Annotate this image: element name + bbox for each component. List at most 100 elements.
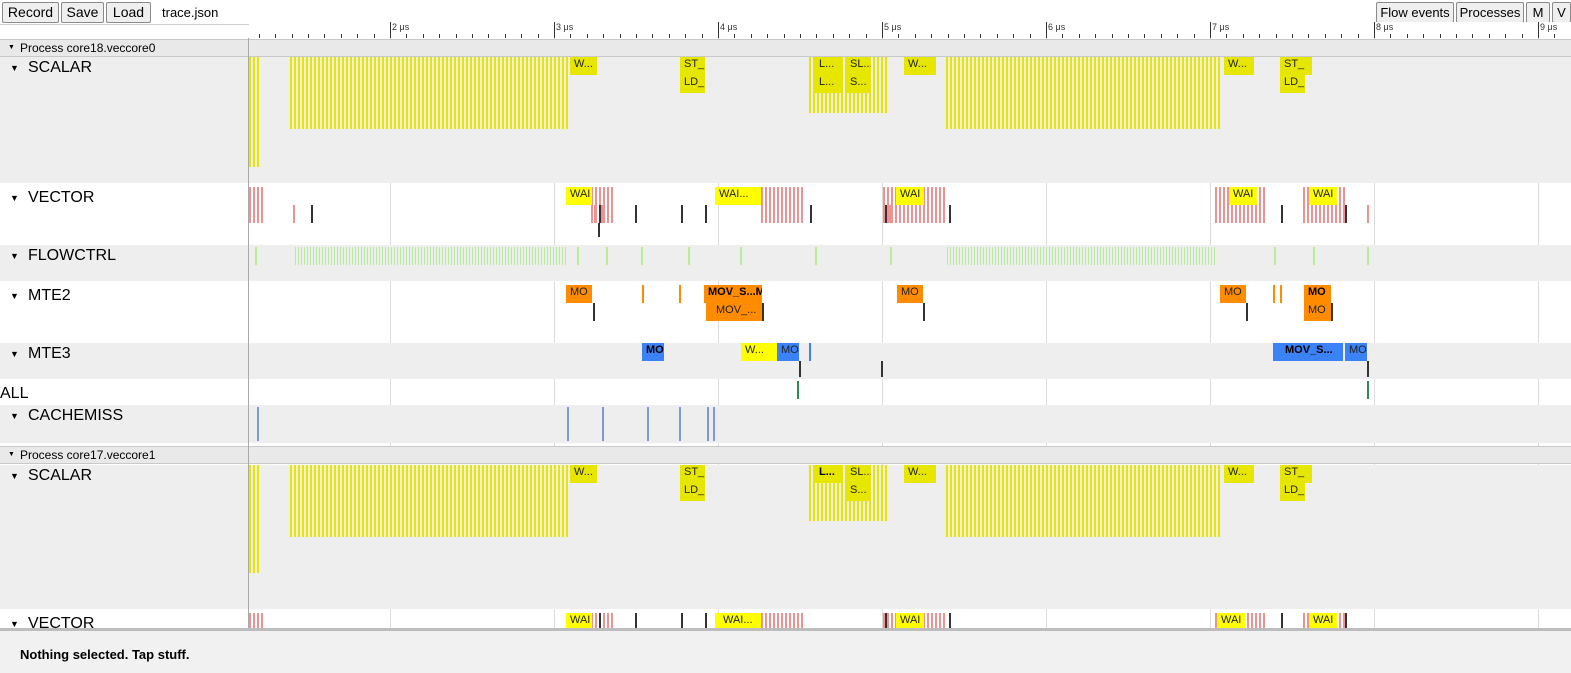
slice[interactable]: ST_ <box>1280 465 1312 483</box>
event-mark[interactable] <box>707 407 709 441</box>
slice[interactable]: MO <box>566 285 592 303</box>
slice[interactable]: ST_ <box>680 57 705 75</box>
slice[interactable]: W... <box>904 465 936 483</box>
event-mark[interactable] <box>598 223 600 237</box>
slice[interactable]: WAI <box>896 613 924 628</box>
collapse-triangle-icon[interactable]: ▼ <box>10 291 19 301</box>
collapse-triangle-icon[interactable]: ▼ <box>10 63 19 73</box>
event-mark[interactable] <box>601 205 603 223</box>
slice[interactable]: S... <box>846 75 871 93</box>
event-mark[interactable] <box>1281 205 1283 223</box>
event-mark[interactable] <box>889 205 891 223</box>
slice[interactable]: MOV_... <box>706 303 762 321</box>
event-mark[interactable] <box>599 613 601 628</box>
event-mark[interactable] <box>594 205 596 223</box>
event-mark[interactable] <box>797 381 799 399</box>
track-scalar[interactable]: ▼ SCALAR <box>0 57 1571 183</box>
slice[interactable]: WAI <box>896 187 924 205</box>
event-mark[interactable] <box>293 205 295 223</box>
event-mark[interactable] <box>681 205 683 223</box>
track-cachemiss[interactable]: ▼ CACHEMISS <box>0 405 1571 443</box>
track-mte2[interactable]: ▼ MTE2 <box>0 281 1571 343</box>
load-button[interactable]: Load <box>106 2 151 23</box>
slice[interactable]: WAI <box>1309 613 1337 628</box>
collapse-triangle-icon[interactable]: ▼ <box>10 349 19 359</box>
event-mark[interactable] <box>1274 247 1276 265</box>
event-mark[interactable] <box>810 205 812 223</box>
event-mark[interactable] <box>647 407 649 441</box>
collapse-triangle-icon[interactable]: ▼ <box>10 411 19 421</box>
event-mark[interactable] <box>1246 303 1248 321</box>
save-button[interactable]: Save <box>61 2 104 23</box>
event-mark[interactable] <box>1345 613 1347 628</box>
event-mark[interactable] <box>1367 205 1369 223</box>
track-vector[interactable]: ▼ VECTOR <box>0 609 1571 628</box>
lane-mte3[interactable]: MO W... MO MOV_S... MO <box>249 343 1571 379</box>
collapse-triangle-icon[interactable]: ▼ <box>10 251 19 261</box>
event-mark[interactable] <box>253 205 255 223</box>
event-mark[interactable] <box>885 205 887 223</box>
lane-flowctrl[interactable] <box>249 245 1571 281</box>
event-mark[interactable] <box>815 247 817 265</box>
track-all[interactable]: ALL <box>0 379 1571 405</box>
event-mark[interactable] <box>809 343 811 361</box>
event-mark[interactable] <box>1313 247 1315 265</box>
slice[interactable]: WAI <box>1309 187 1337 205</box>
process-header[interactable]: ▼ Process core17.veccore1 <box>0 446 1571 464</box>
slice[interactable]: WAI <box>566 613 592 628</box>
lane-vector[interactable]: WAI WAI... WAI WAI WAI <box>249 183 1571 245</box>
slice[interactable]: LD_ <box>1280 75 1305 93</box>
expand-triangle-icon[interactable]: ▼ <box>8 44 15 51</box>
event-mark[interactable] <box>1367 381 1369 399</box>
slice[interactable]: MO <box>897 285 923 303</box>
event-mark[interactable] <box>257 407 259 441</box>
slice[interactable]: W... <box>1224 465 1254 483</box>
v-button[interactable]: V <box>1552 2 1571 23</box>
event-mark[interactable] <box>1367 361 1369 377</box>
event-mark[interactable] <box>679 285 681 303</box>
record-button[interactable]: Record <box>2 2 59 23</box>
event-mark[interactable] <box>606 247 608 265</box>
slice[interactable]: LD_ <box>1280 483 1305 501</box>
event-mark[interactable] <box>1281 613 1283 628</box>
event-mark[interactable] <box>255 247 257 265</box>
lane-all[interactable] <box>249 379 1571 405</box>
flow-events-button[interactable]: Flow events <box>1376 2 1454 23</box>
processes-button[interactable]: Processes <box>1456 2 1524 23</box>
slice[interactable]: L... <box>815 465 843 483</box>
m-button[interactable]: M <box>1526 2 1550 23</box>
event-mark[interactable] <box>642 285 644 303</box>
collapse-triangle-icon[interactable]: ▼ <box>10 619 19 628</box>
slice[interactable]: MO <box>1304 303 1331 321</box>
slice[interactable]: MO <box>777 343 799 361</box>
event-mark[interactable] <box>593 303 595 321</box>
slice[interactable]: L... <box>815 75 843 93</box>
slice[interactable]: L... <box>815 57 843 75</box>
slice[interactable]: WAI... <box>715 187 761 205</box>
slice[interactable]: MO <box>1345 343 1367 361</box>
lane-scalar[interactable]: W... ST_ LD_ L... SL... S... W... W... S… <box>249 465 1571 609</box>
lane-scalar[interactable]: W... ST_ LD_ L... SL... L... S... W... W… <box>249 57 1571 183</box>
slice[interactable]: WAI... <box>715 613 761 628</box>
lane-mte2[interactable]: MO MOV_S...MO MOV_... MO MO MO MO <box>249 281 1571 343</box>
slice[interactable]: S... <box>846 483 871 501</box>
slice[interactable]: MO <box>642 343 664 361</box>
track-vector[interactable]: ▼ VECTOR <box>0 183 1571 245</box>
process-header[interactable]: ▼ Process core18.veccore0 <box>0 39 1571 57</box>
slice[interactable]: WAI <box>1229 187 1257 205</box>
slice[interactable]: SL... <box>846 465 871 483</box>
collapse-triangle-icon[interactable]: ▼ <box>10 471 19 481</box>
slice[interactable]: SL... <box>846 57 871 75</box>
event-mark[interactable] <box>602 407 604 441</box>
event-mark[interactable] <box>679 407 681 441</box>
event-mark[interactable] <box>599 205 601 223</box>
event-mark[interactable] <box>762 303 764 321</box>
event-mark[interactable] <box>641 247 643 265</box>
event-mark[interactable] <box>635 613 637 628</box>
lane-vector[interactable]: WAI WAI... WAI WAI WAI <box>249 609 1571 628</box>
event-mark[interactable] <box>577 247 579 265</box>
slice[interactable]: W... <box>904 57 936 75</box>
event-mark[interactable] <box>890 247 892 265</box>
event-mark[interactable] <box>1331 303 1333 321</box>
event-mark[interactable] <box>949 613 951 628</box>
